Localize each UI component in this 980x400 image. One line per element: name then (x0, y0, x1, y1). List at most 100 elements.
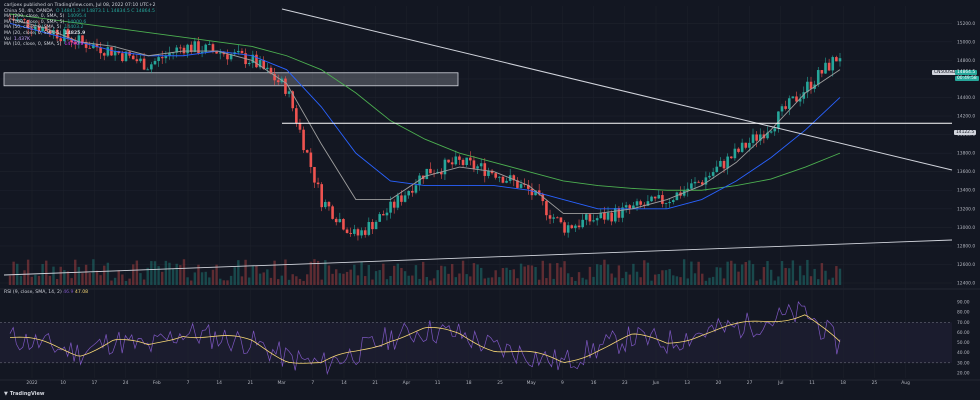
candles (8, 14, 842, 241)
volume-bar (802, 275, 805, 285)
candle-body (77, 35, 81, 44)
volume-bar (403, 271, 407, 285)
candle-body (66, 29, 70, 39)
volume-bar (548, 263, 552, 285)
time-tick-label: 18 (840, 380, 846, 386)
volume-bar (244, 259, 247, 285)
price-tick-label: 13600.0 (957, 169, 975, 175)
candle-body (160, 57, 164, 59)
price-tick-label: 15200.0 (957, 21, 975, 27)
volume-bar (269, 277, 273, 285)
legend-row[interactable]: MA (100, close, 0, SMA, 5) 14000.6 (4, 20, 156, 26)
volume-bar (708, 277, 711, 285)
legend-row[interactable]: MA (10, close, 0, SMA, 5) 14790.8 (4, 42, 156, 48)
volume-bar (755, 280, 758, 285)
volume-bar (400, 268, 403, 285)
volume-bar (229, 275, 233, 285)
volume-bar (421, 261, 425, 285)
volume-bar (309, 261, 313, 285)
volume-bar (588, 266, 592, 285)
resistance-zone-group (3, 72, 459, 87)
volume-bar (777, 276, 780, 285)
header-line: carljoex published on TradingView.com, J… (4, 3, 156, 9)
volume-bar (516, 278, 519, 285)
legend-row[interactable]: MA (200, close, 0, SMA, 5) 14095.4 (4, 14, 156, 20)
rsi-ma-value: 47.08 (74, 290, 89, 295)
volume-bar (45, 260, 48, 285)
candle-body (324, 201, 327, 208)
volume-bar (827, 279, 831, 285)
volume-bar (171, 268, 175, 285)
candle-body (407, 190, 410, 196)
candle-body (552, 217, 555, 219)
legend-row[interactable]: MA (50, close, 0, SMA, 5) 14403.2 (4, 25, 156, 31)
candle-body (668, 201, 671, 204)
candle-body (501, 176, 505, 183)
candle-body (487, 170, 490, 176)
volume-bar (258, 273, 262, 285)
candle-body (443, 159, 447, 175)
volume-bar (769, 269, 773, 285)
volume-bar (679, 277, 682, 285)
volume-bar (744, 261, 747, 285)
candle-body (309, 152, 313, 167)
volume-bar (759, 279, 762, 285)
candle-body (396, 195, 400, 208)
candle-body (516, 180, 519, 188)
candle-body (820, 70, 824, 74)
candle-body (588, 214, 592, 222)
candle-body (215, 50, 218, 54)
volume-bar (128, 278, 131, 285)
rsi-tick-label: 50.00 (957, 340, 970, 346)
volume-bar (37, 275, 41, 285)
time-tick-label: 27 (747, 380, 753, 386)
volume-bar (342, 273, 345, 285)
publisher-text: carljoex published on TradingView.com, J… (4, 3, 156, 8)
candle-body (84, 41, 88, 48)
volume-bar (345, 271, 349, 285)
candle-body (574, 225, 577, 229)
legend-value: 14825.9 (64, 30, 86, 36)
volume-bar (237, 260, 240, 285)
candle-body (479, 163, 483, 167)
candle-body (276, 80, 280, 83)
volume-bar (668, 269, 671, 285)
volume-bar (142, 279, 146, 285)
candle-body (563, 222, 566, 233)
last-price: 14864.5 (957, 70, 976, 75)
symbol-label: CN50USD (934, 70, 956, 75)
legend-value: O 14841.3 H 14873.1 L 14834.5 C 14864.5 (55, 8, 155, 14)
legend-row[interactable]: China 50, 4h, OANDA O 14841.3 H 14873.1 L… (4, 9, 156, 15)
volume-bar (690, 261, 693, 285)
volume-bar (447, 273, 450, 285)
legend-row[interactable]: Vol 1.437K (4, 37, 156, 43)
volume-bar (197, 264, 200, 285)
volume-bar (664, 270, 668, 285)
volume-bar (19, 275, 23, 285)
rsi-tick-label: 70.00 (957, 320, 970, 326)
time-tick-label: Apr (403, 380, 411, 386)
candle-body (353, 229, 356, 234)
rsi-legend[interactable]: RSI (9, close, SMA, 14, 2) 46.9 47.08 (4, 290, 88, 295)
volume-bars (8, 259, 842, 285)
candle-body (298, 123, 302, 130)
candle-body (657, 195, 661, 199)
candle-body (287, 91, 291, 94)
candle-body (95, 44, 99, 48)
candle-body (711, 172, 715, 176)
legend-row[interactable]: MA (20, close, 0, SMA, 5) 14825.9 (4, 31, 156, 37)
volume-bar (139, 273, 142, 285)
candle-body (632, 205, 635, 209)
volume-bar (791, 260, 795, 285)
volume-bar (429, 280, 432, 285)
volume-bar (84, 264, 88, 285)
candle-body (458, 156, 461, 160)
candle-body (613, 208, 617, 222)
candle-body (291, 91, 295, 109)
volume-bar (273, 260, 276, 285)
time-tick-label: 7 (311, 380, 314, 386)
countdown-badge: 00:49:58 (955, 76, 979, 81)
legend-label: China 50, 4h, OANDA (4, 8, 53, 14)
candle-body (295, 108, 298, 124)
